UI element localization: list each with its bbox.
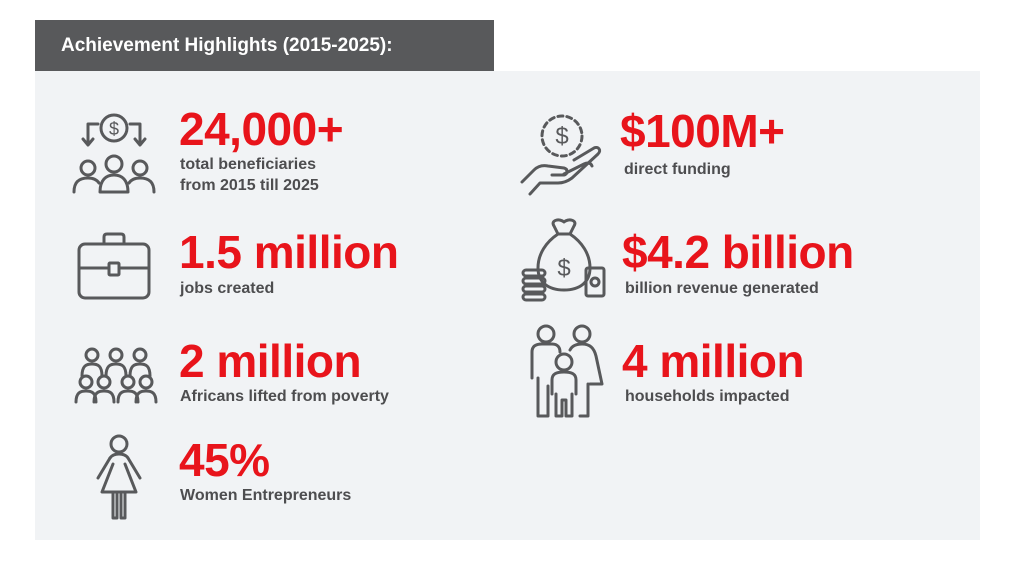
stat-value: 45%: [179, 434, 270, 486]
stat-label: households impacted: [625, 388, 790, 405]
family-icon: [526, 324, 606, 420]
people-money-icon: $: [68, 108, 160, 200]
stat-label: Women Entrepreneurs: [180, 487, 352, 504]
svg-text:$: $: [109, 119, 119, 139]
stat-value: 2 million: [179, 335, 362, 387]
stat-value: $100M+: [620, 105, 785, 157]
stat-value: $4.2 billion: [622, 226, 854, 278]
stat-value: 4 million: [622, 335, 805, 387]
briefcase-icon: [76, 232, 152, 302]
stat-label: direct funding: [624, 161, 731, 178]
stat-value: 1.5 million: [179, 226, 399, 278]
crowd-icon: [74, 346, 158, 404]
stat-label: billion revenue generated: [625, 280, 819, 297]
stat-label: jobs created: [180, 280, 275, 297]
page-title: Achievement Highlights (2015-2025):: [35, 20, 494, 71]
highlights-panel: [35, 71, 980, 540]
hand-coin-icon: $: [518, 108, 610, 200]
stat-label: Africans lifted from poverty: [180, 388, 389, 405]
svg-text:$: $: [555, 123, 568, 150]
stat-value: 24,000+: [179, 103, 344, 155]
stat-label: total beneficiaries from 2015 till 2025: [180, 156, 319, 194]
svg-text:$: $: [557, 255, 570, 282]
money-bag-icon: $: [520, 218, 608, 302]
woman-icon: [94, 434, 144, 520]
